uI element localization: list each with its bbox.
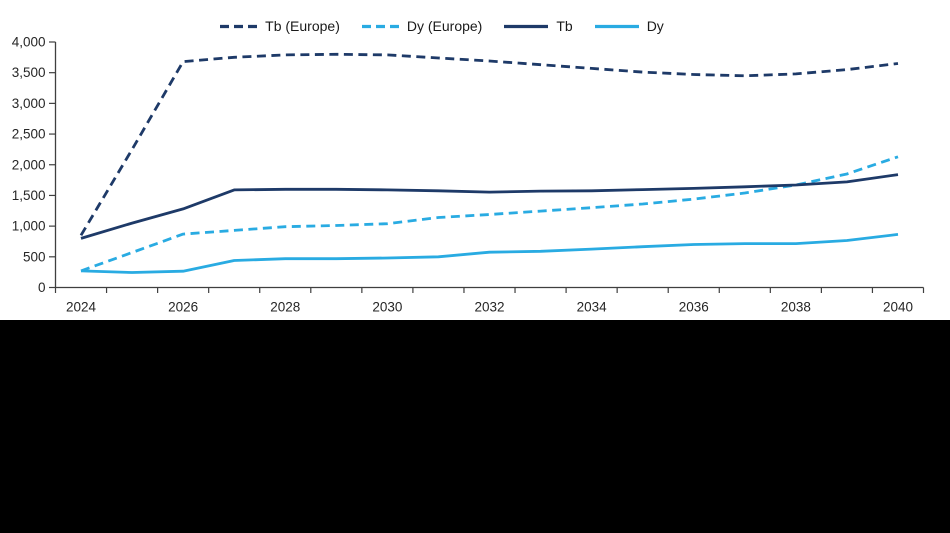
legend-solid-line-swatch [594,24,639,28]
legend-label: Dy [646,18,664,34]
y-axis-label: 1,000 [12,219,46,234]
x-axis-label: 2030 [372,300,402,315]
x-axis-label: 2040 [883,300,913,315]
series-line-dy [80,233,899,274]
x-axis-label: 2034 [577,300,608,315]
legend-solid-line-swatch [504,24,549,28]
x-axis-label: 2028 [270,300,300,315]
legend-item-tb: Tb [504,18,573,34]
x-axis-label: 2026 [168,300,198,315]
legend-label: Tb (Europe) [265,18,340,34]
series-line-tb-europe [79,52,899,237]
y-axis-label: 0 [38,280,46,295]
y-axis-label: 1,500 [12,188,46,203]
x-axis-label: 2024 [66,300,97,315]
legend-item-dy: Dy [594,18,664,34]
legend-label: Tb [556,18,573,34]
legend-dashed-line-swatch [220,24,258,28]
line-chart: 0 500 1,000 1,500 2,000 2,500 3,000 3,500 4,000 2… [12,35,925,315]
y-axis-label: 3,500 [12,65,46,80]
legend-dashed-line-swatch [361,24,399,28]
y-axis-label: 500 [23,249,46,264]
series-line-tb [80,173,899,240]
legend-label: Dy (Europe) [406,18,483,34]
y-axis-label: 2,500 [12,127,46,142]
chart-legend: Tb (Europe) Dy (Europe) Tb Dy [0,18,950,34]
y-axis-label: 2,000 [12,157,46,172]
series-line-dy-europe [80,155,899,273]
black-letterbox-band [0,320,950,533]
legend-item-tb-europe: Tb (Europe) [220,18,340,34]
x-axis-label: 2038 [781,300,811,315]
x-axis-label: 2036 [679,300,709,315]
x-axis-label: 2032 [474,300,504,315]
y-axis-label: 3,000 [12,96,46,111]
legend-item-dy-europe: Dy (Europe) [361,18,483,34]
y-axis-label: 4,000 [12,35,46,50]
